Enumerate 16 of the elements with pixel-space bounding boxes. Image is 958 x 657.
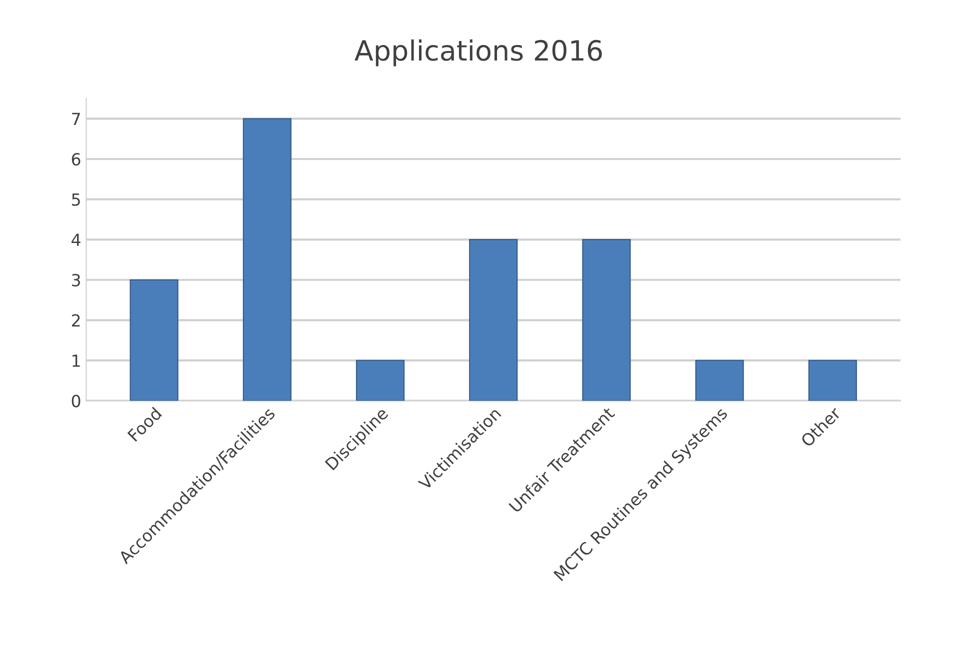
bar	[582, 239, 631, 401]
bar	[356, 360, 405, 401]
bar	[469, 239, 518, 401]
chart-title: Applications 2016	[354, 39, 602, 66]
y-tick-label: 2	[72, 314, 80, 327]
y-tick-label: 6	[72, 152, 80, 166]
bar	[808, 360, 857, 401]
y-tick-label: 5	[72, 193, 80, 206]
y-tick-label: 7	[72, 112, 80, 126]
y-tick-label: 4	[72, 234, 80, 246]
bar	[130, 279, 178, 401]
y-tick-label: 0	[72, 394, 80, 408]
y-tick-label: 1	[72, 354, 80, 367]
y-tick-label: 3	[72, 274, 80, 286]
bar	[242, 118, 292, 401]
bar	[695, 360, 744, 401]
